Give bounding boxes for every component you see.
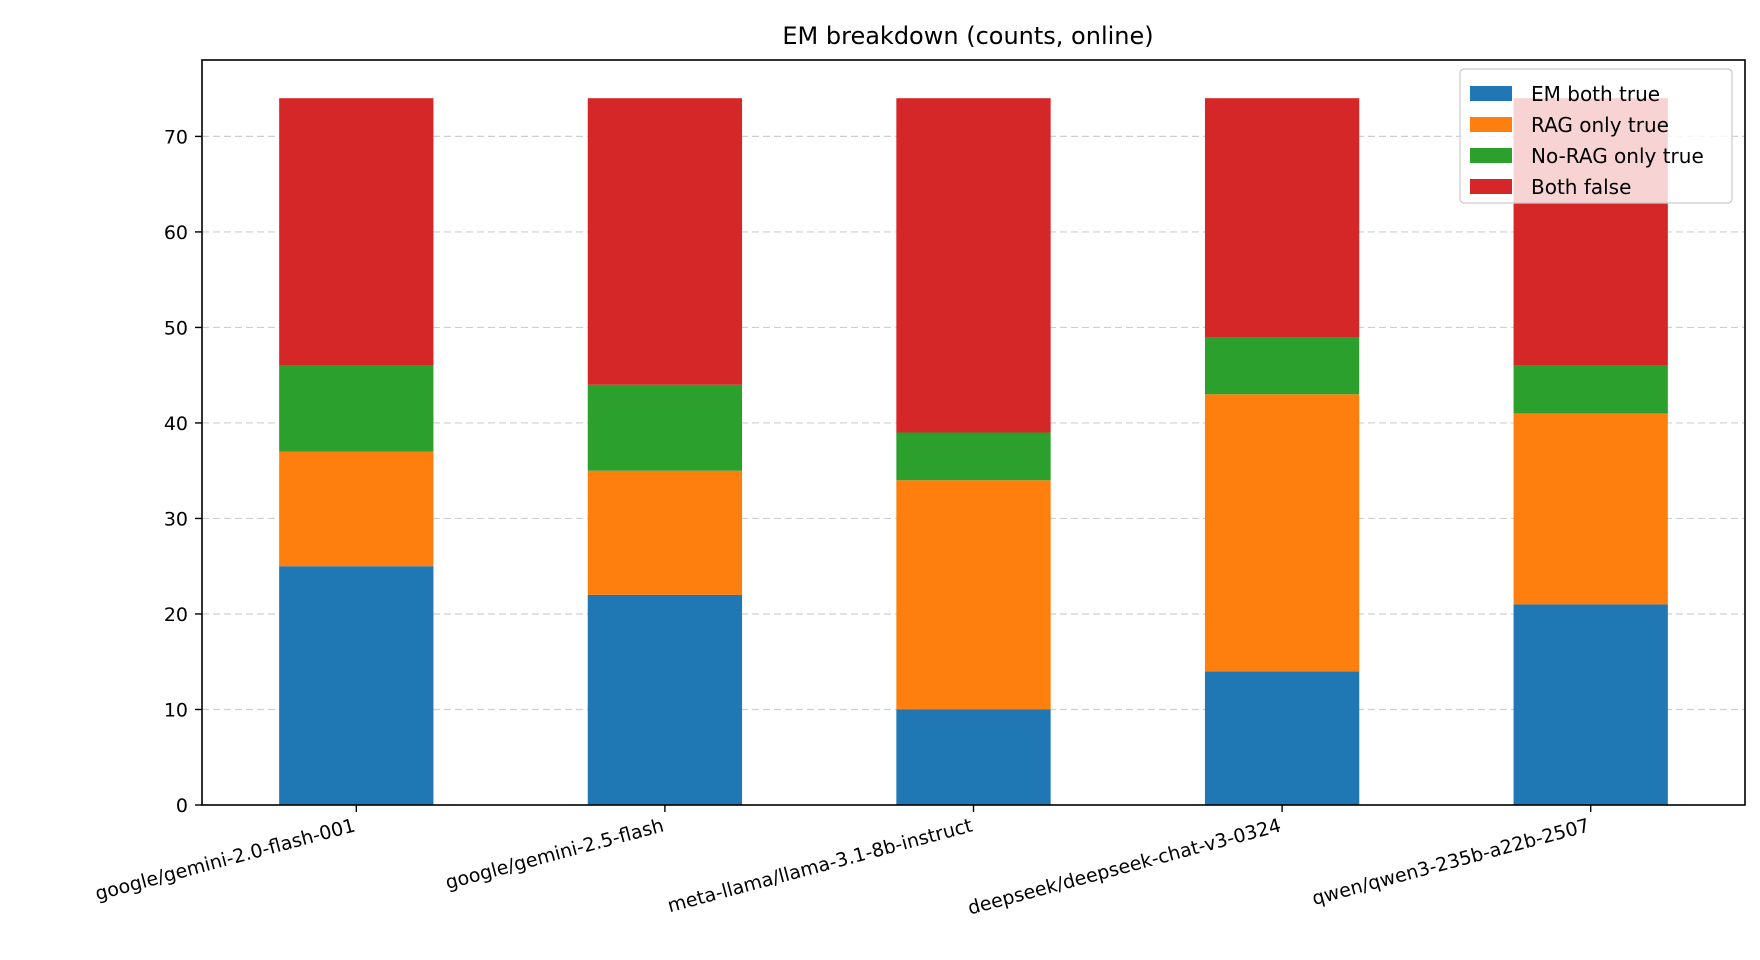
- bar-segment-rag-only-true: [1513, 413, 1668, 605]
- bar-segment-no-rag-only-true: [1513, 365, 1668, 414]
- bar-segment-em-both-true: [1204, 671, 1360, 805]
- bar-segment-no-rag-only-true: [279, 365, 434, 452]
- chart-title: EM breakdown (counts, online): [782, 22, 1153, 50]
- y-tick-label: 50: [164, 317, 188, 339]
- y-tick-label: 10: [164, 699, 188, 721]
- y-tick-label: 60: [164, 222, 188, 244]
- bar-segment-both-false: [587, 98, 743, 385]
- legend-label: RAG only true: [1531, 113, 1669, 137]
- bar-segment-no-rag-only-true: [1204, 336, 1360, 395]
- bar-segment-em-both-true: [1513, 604, 1668, 805]
- legend-label: Both false: [1531, 175, 1631, 199]
- bar-segment-no-rag-only-true: [587, 384, 743, 471]
- bar-segment-rag-only-true: [1204, 394, 1360, 672]
- y-tick-label: 0: [176, 795, 188, 817]
- bars: [279, 98, 1668, 805]
- bar-segment-rag-only-true: [587, 470, 743, 595]
- bar-segment-both-false: [896, 98, 1051, 433]
- legend-swatch: [1470, 117, 1512, 132]
- y-tick-label: 70: [164, 126, 188, 148]
- bar-segment-both-false: [1204, 98, 1360, 337]
- bar-segment-rag-only-true: [896, 480, 1051, 710]
- y-axis: 0 10 20 30 40 50 60 70: [164, 126, 202, 817]
- legend-frame: [1459, 68, 1733, 204]
- bar-segment-both-false: [279, 98, 434, 366]
- bar-segment-em-both-true: [587, 594, 743, 805]
- bar-segment-em-both-true: [279, 566, 434, 805]
- bar-segment-em-both-true: [896, 709, 1051, 805]
- bar-segment-rag-only-true: [279, 451, 434, 567]
- legend-label: EM both true: [1531, 82, 1660, 106]
- legend: EM both true RAG only true No-RAG only tru…: [1459, 68, 1733, 204]
- legend-label: No-RAG only true: [1531, 144, 1704, 168]
- bar-segment-no-rag-only-true: [896, 432, 1051, 481]
- y-tick-label: 20: [164, 604, 188, 626]
- legend-swatch: [1470, 148, 1512, 163]
- legend-swatch: [1470, 179, 1512, 194]
- y-tick-label: 40: [164, 413, 188, 435]
- y-tick-label: 30: [164, 508, 188, 530]
- legend-swatch: [1470, 86, 1512, 101]
